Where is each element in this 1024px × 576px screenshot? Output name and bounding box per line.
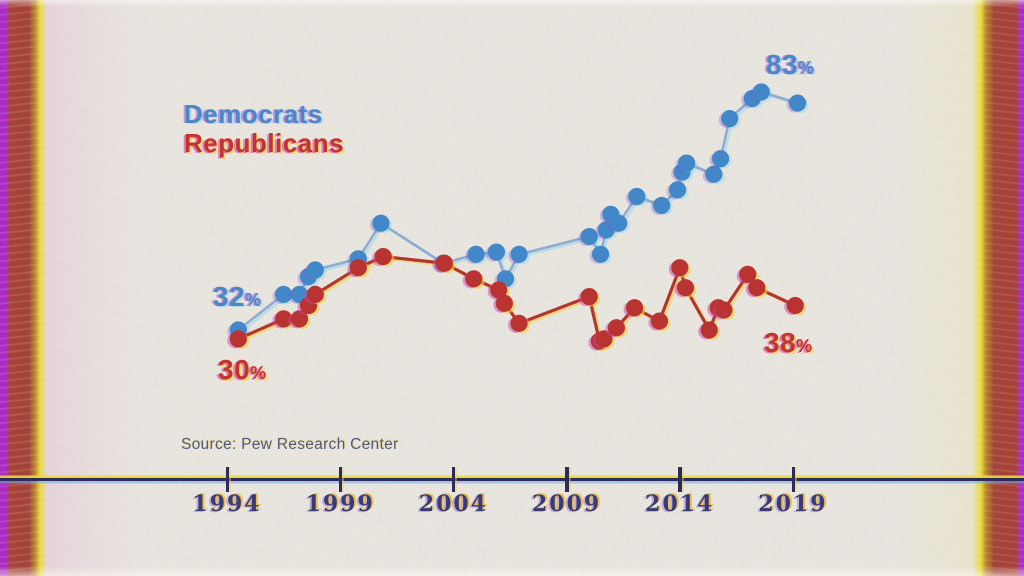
democrats-point bbox=[306, 261, 324, 279]
democrats-point bbox=[653, 196, 671, 214]
republicans-point bbox=[700, 321, 718, 339]
republicans-point bbox=[580, 288, 598, 306]
democrats-point bbox=[580, 227, 598, 246]
republicans-point bbox=[510, 314, 528, 332]
democrats-start-number: 32 bbox=[213, 281, 246, 312]
percent-sign: % bbox=[245, 290, 262, 310]
republicans-point bbox=[229, 330, 247, 348]
republicans-point bbox=[671, 259, 689, 277]
democrats-point bbox=[372, 214, 390, 232]
republicans-point bbox=[625, 299, 644, 317]
republicans-start-number: 30 bbox=[218, 354, 251, 385]
film-border-right bbox=[972, 0, 1024, 576]
republicans-point bbox=[786, 296, 804, 315]
republicans-point bbox=[495, 294, 513, 312]
axis-tick-label: 2014 bbox=[645, 491, 715, 517]
democrats-point bbox=[467, 245, 485, 263]
axis-tick bbox=[225, 467, 229, 492]
republicans-point bbox=[374, 247, 392, 266]
democrats-point bbox=[721, 110, 739, 128]
axis-tick-label: 2019 bbox=[758, 491, 828, 517]
republicans-point bbox=[607, 319, 626, 337]
axis-tick bbox=[678, 467, 682, 492]
democrats-end-value: 83% bbox=[766, 49, 815, 81]
percent-sign: % bbox=[796, 336, 813, 356]
democrats-point bbox=[487, 243, 506, 261]
democrats-point bbox=[591, 245, 610, 263]
source-credit: Source: Pew Research Center bbox=[181, 436, 399, 453]
republicans-end-value: 38% bbox=[764, 327, 813, 359]
republicans-start-value: 30% bbox=[218, 354, 267, 386]
axis-tick bbox=[791, 467, 795, 492]
republicans-point bbox=[306, 285, 324, 303]
legend-democrats: Democrats bbox=[184, 99, 323, 129]
republicans-point bbox=[748, 279, 766, 297]
republicans-point bbox=[650, 312, 669, 330]
democrats-point bbox=[610, 214, 628, 232]
democrats-point bbox=[788, 94, 807, 112]
democrats-point bbox=[711, 150, 730, 168]
democrats-point bbox=[628, 187, 646, 206]
republicans-point bbox=[676, 279, 695, 297]
republicans-point bbox=[465, 270, 483, 288]
axis-tick bbox=[451, 467, 456, 492]
axis-tick bbox=[565, 467, 569, 492]
republicans-point bbox=[715, 301, 733, 319]
axis-tick-label: 1999 bbox=[305, 491, 375, 517]
republicans-end-number: 38 bbox=[764, 327, 797, 358]
percent-sign: % bbox=[798, 58, 815, 78]
axis-tick-label: 2009 bbox=[531, 491, 602, 517]
axis-tick-label: 2004 bbox=[418, 491, 489, 517]
democrats-start-value: 32% bbox=[213, 281, 262, 313]
legend: Democrats Republicans bbox=[184, 100, 344, 158]
republicans-point bbox=[349, 259, 367, 277]
x-axis-line bbox=[0, 478, 1024, 481]
democrats-end-number: 83 bbox=[766, 49, 799, 80]
democrats-point bbox=[510, 245, 528, 263]
film-border-left bbox=[0, 0, 47, 576]
democrats-point bbox=[705, 165, 723, 183]
republicans-point bbox=[435, 254, 453, 272]
axis-tick-label: 1994 bbox=[192, 491, 262, 517]
legend-republicans: Republicans bbox=[184, 128, 345, 158]
percent-sign: % bbox=[250, 363, 267, 383]
democrats-point bbox=[677, 154, 696, 172]
democrats-point bbox=[668, 181, 687, 199]
democrats-point bbox=[752, 83, 770, 101]
axis-tick bbox=[338, 467, 343, 492]
